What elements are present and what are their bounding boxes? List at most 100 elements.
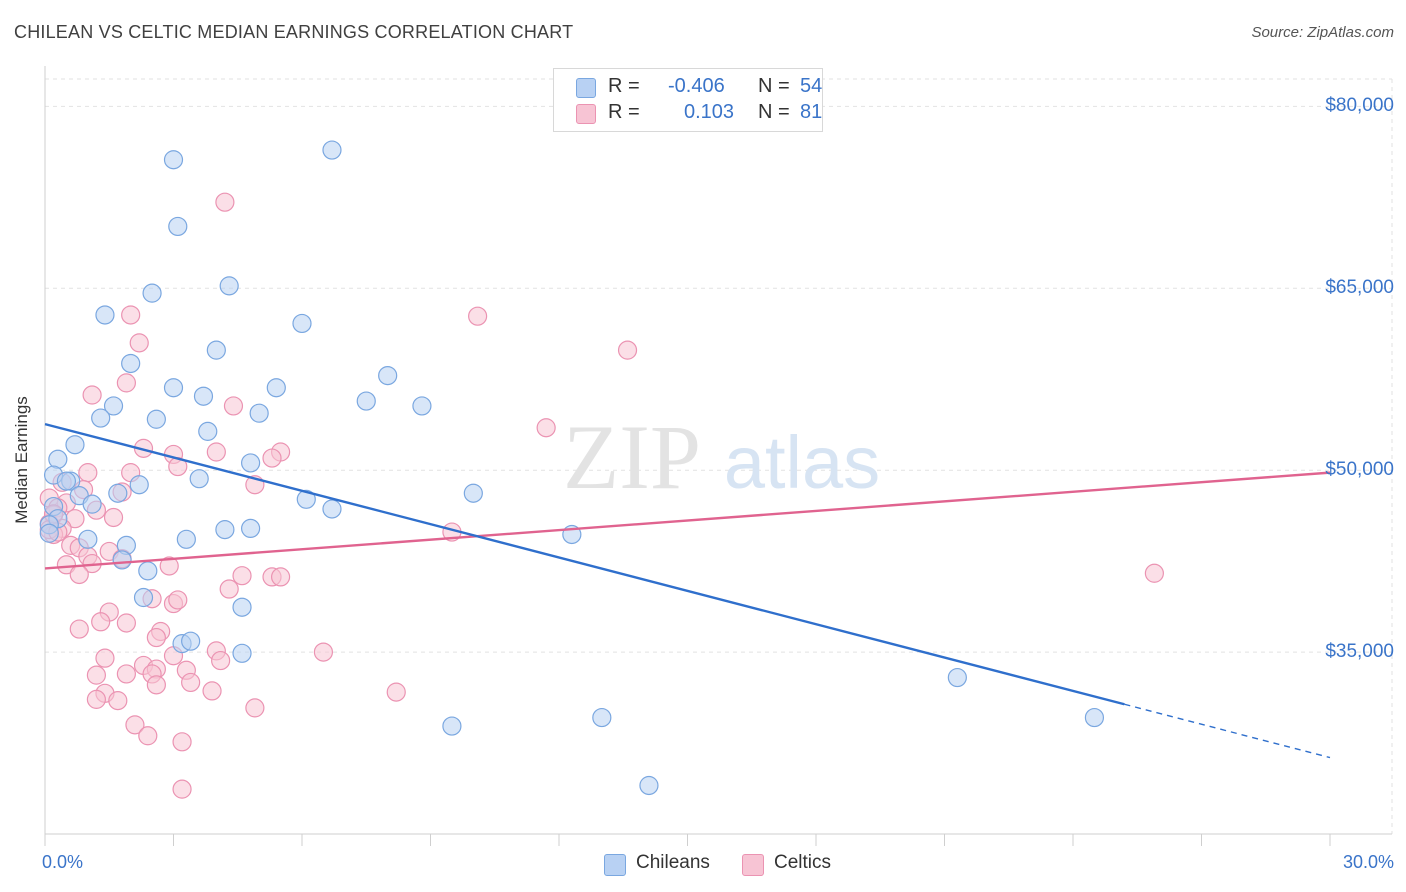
chileans-point — [193, 386, 214, 406]
celtics-point — [181, 672, 201, 693]
legend-r-label: R = — [608, 75, 640, 97]
celtics-point — [108, 691, 128, 711]
celtics-point — [172, 732, 192, 752]
watermark-zip: ZIP — [563, 406, 701, 508]
chileans-point — [142, 283, 162, 303]
celtics-point — [159, 556, 179, 576]
watermark: ZIP atlas — [563, 406, 880, 508]
celtics-point — [69, 564, 89, 585]
source-credit: Source: ZipAtlas.com — [1251, 24, 1394, 41]
celtics-point — [121, 305, 141, 325]
chileans-n-value: 54 — [800, 75, 823, 97]
chileans-point — [108, 483, 128, 503]
celtics-point — [219, 579, 239, 599]
chileans-point — [592, 707, 612, 728]
chileans-point — [176, 529, 196, 549]
celtics-point — [91, 612, 111, 632]
celtics-point — [172, 779, 192, 799]
celtics-point — [78, 463, 98, 483]
celtics-point — [125, 715, 145, 735]
celtics-point — [86, 689, 107, 709]
celtics-point — [116, 373, 136, 393]
chileans-point — [189, 469, 209, 489]
legend-r-label: R = — [608, 101, 640, 123]
celtics-point — [313, 642, 334, 662]
chileans-point — [206, 340, 226, 360]
chileans-point — [241, 518, 261, 539]
chileans-point — [296, 489, 316, 509]
chileans-points — [39, 140, 1105, 796]
celtics-point — [116, 664, 136, 684]
celtics-n-value: 81 — [800, 101, 823, 123]
y-tick-label: $80,000 — [1325, 95, 1394, 117]
chileans-swatch — [576, 78, 596, 98]
celtics-point — [215, 192, 235, 212]
celtics-point — [82, 385, 102, 405]
chileans-point — [412, 396, 432, 416]
celtics-point — [202, 681, 222, 701]
celtics-point — [103, 507, 124, 528]
chileans-point — [138, 561, 158, 581]
chileans-point — [56, 471, 77, 491]
chileans-point — [232, 643, 252, 663]
x-tick-min: 0.0% — [42, 852, 84, 872]
chileans-r-value: -0.406 — [668, 75, 725, 97]
chileans-point — [322, 499, 342, 519]
celtics-point — [270, 567, 291, 587]
chileans-point — [322, 140, 342, 160]
chileans-point — [129, 475, 149, 495]
chileans-point — [163, 378, 184, 398]
chileans-point — [168, 216, 188, 237]
chileans-point — [356, 391, 376, 411]
chileans-point — [163, 150, 184, 170]
celtics-point — [146, 675, 166, 695]
celtics-point — [116, 613, 136, 633]
celtics-point — [386, 682, 406, 702]
celtics-trend-line — [44, 471, 1331, 570]
celtics-point — [536, 418, 556, 438]
chileans-point — [95, 305, 115, 325]
chileans-point — [241, 453, 261, 473]
chileans-point — [442, 716, 462, 736]
y-tick-label: $50,000 — [1325, 459, 1394, 481]
chileans-point — [292, 313, 312, 334]
watermark-atlas: atlas — [724, 421, 880, 504]
chileans-point — [249, 403, 269, 423]
celtics-point — [168, 590, 188, 610]
celtics-point — [223, 396, 244, 416]
celtics-point — [232, 566, 252, 586]
celtics-legend-swatch — [742, 854, 764, 876]
y-axis-label: Median Earnings — [12, 396, 31, 524]
celtics-point — [95, 648, 115, 668]
celtics-point — [86, 665, 107, 685]
chileans-point — [639, 775, 659, 796]
celtics-point — [1144, 563, 1164, 583]
chileans-point — [112, 550, 132, 570]
chileans-point — [215, 520, 235, 540]
chileans-point — [48, 449, 68, 469]
celtics-point — [262, 448, 282, 468]
chileans-point — [266, 378, 286, 398]
x-tick-max: 30.0% — [1342, 852, 1394, 872]
trend-lines — [44, 422, 1331, 759]
chileans-point — [219, 276, 239, 296]
chileans-point — [133, 587, 154, 608]
chileans-point — [82, 494, 102, 514]
celtics-point — [206, 442, 226, 462]
chileans-point — [65, 435, 85, 455]
axes — [44, 66, 1392, 846]
chileans-point — [78, 529, 98, 549]
celtics-point — [56, 555, 77, 575]
celtics-swatch — [576, 104, 596, 124]
celtics-point — [617, 340, 638, 360]
celtics-point — [129, 333, 149, 353]
chileans-point — [121, 353, 141, 374]
celtics-point — [211, 650, 231, 671]
chileans-point — [146, 409, 166, 429]
chileans-point — [1084, 707, 1105, 728]
y-tick-label: $65,000 — [1325, 277, 1394, 299]
chileans-point — [378, 366, 398, 386]
chart-title: CHILEAN VS CELTIC MEDIAN EARNINGS CORREL… — [14, 22, 574, 42]
celtics-point — [245, 698, 265, 718]
